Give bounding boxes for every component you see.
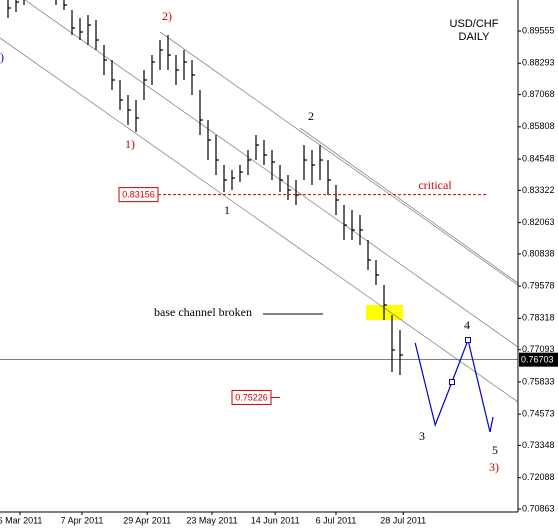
y-tick-label: 0.85808 (522, 121, 555, 131)
wave-label: 3) (489, 460, 499, 474)
wave-label: 3 (419, 429, 425, 443)
symbol: USD/CHF (450, 18, 499, 30)
x-tick-label: 6 Mar 2011 (0, 515, 42, 525)
y-tick-label: 0.70863 (522, 503, 555, 513)
level-label: 0.83156 (122, 190, 155, 200)
y-tick-label: 0.84548 (522, 153, 555, 163)
critical-label: critical (418, 178, 452, 192)
wave-label: 1) (125, 137, 135, 151)
wave-label: 5 (492, 443, 498, 457)
wave-label: 2) (162, 9, 172, 23)
level-box (231, 389, 272, 405)
y-tick-label: 0.74573 (522, 409, 555, 419)
price-bars (7, 0, 403, 376)
y-tick-label: 0.80838 (522, 248, 555, 258)
wave-label: 4 (464, 318, 470, 332)
y-tick-label: 0.73348 (522, 440, 555, 450)
x-tick-label: 14 Jun 2011 (251, 515, 300, 525)
level-box (118, 187, 159, 203)
x-tick-label: 29 Apr 2011 (123, 515, 171, 525)
y-tick-label: 0.75833 (522, 376, 555, 386)
y-tick-label: 0.83322 (522, 185, 555, 195)
x-tick-label: 6 Jul 2011 (316, 515, 357, 525)
channel-note: base channel broken (154, 305, 252, 319)
timeframe: DAILY (459, 31, 491, 43)
wave-label: ) (0, 50, 4, 64)
y-tick-label: 0.88293 (522, 58, 555, 68)
y-tick-label: 0.72088 (522, 472, 555, 482)
y-tick-label: 0.79578 (522, 281, 555, 291)
last-price-label: 0.76703 (521, 355, 554, 365)
y-tick-label: 0.77093 (522, 344, 555, 354)
y-tick-label: 0.87068 (522, 89, 555, 99)
y-tick-label: 0.89555 (522, 25, 555, 35)
projection-point (465, 337, 471, 344)
x-tick-label: 7 Apr 2011 (61, 515, 104, 525)
wave-label: 2 (308, 109, 314, 123)
projection-arrow (489, 416, 494, 433)
projection-point (449, 379, 455, 386)
y-tick-label: 0.82063 (522, 217, 555, 227)
last-price-box (519, 352, 558, 367)
wave-label: 1 (224, 203, 230, 217)
y-tick-label: 0.78318 (522, 313, 555, 323)
level-label: 0.75226 (235, 392, 268, 402)
x-tick-label: 23 May 2011 (186, 515, 237, 525)
x-tick-label: 28 Jul 2011 (380, 515, 426, 525)
